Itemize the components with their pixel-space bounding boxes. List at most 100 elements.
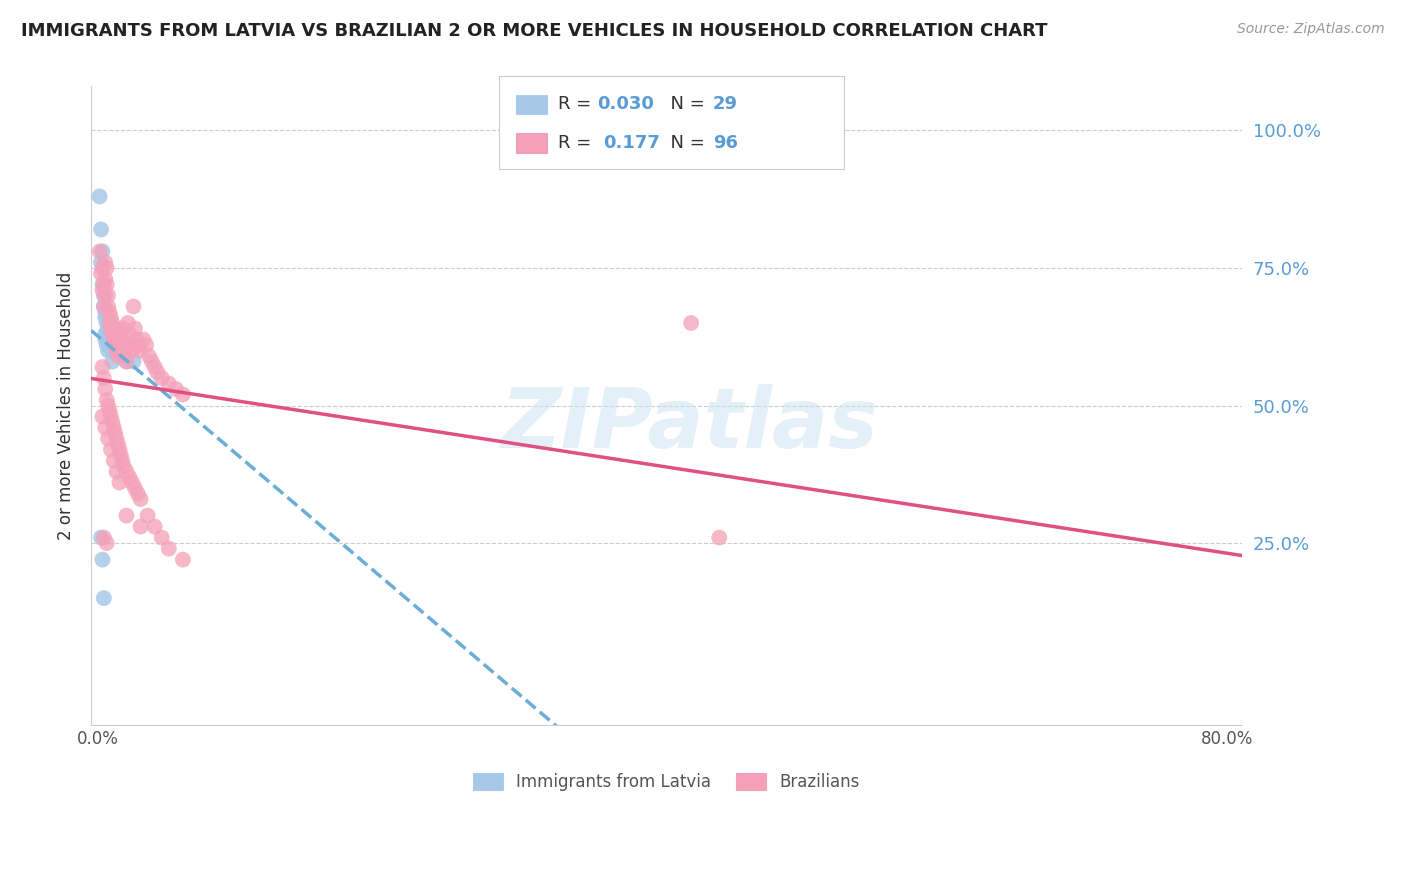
Point (127, 338, 149, 352)
Text: N =: N = (659, 95, 711, 113)
Point (112, 349, 135, 363)
Point (91, 359, 114, 374)
Point (104, 326, 127, 341)
Text: 29: 29 (713, 95, 738, 113)
Point (91, 277, 114, 292)
Point (112, 338, 135, 352)
Point (96, 392, 118, 407)
Point (118, 326, 141, 341)
Point (110, 338, 132, 352)
Point (117, 316, 139, 330)
Point (101, 343, 124, 358)
Point (91, 283, 114, 297)
Point (108, 442, 131, 457)
Point (90, 222, 112, 236)
Point (94, 333, 117, 347)
Point (107, 349, 129, 363)
Point (129, 491, 152, 506)
Point (94, 326, 117, 341)
Point (91, 409, 114, 424)
Point (97, 399, 120, 413)
Point (97, 288, 120, 302)
Point (108, 343, 131, 358)
Point (93, 300, 115, 314)
Point (103, 321, 125, 335)
Point (101, 316, 124, 330)
Point (96, 536, 118, 550)
Point (89, 244, 111, 259)
Point (94, 382, 117, 396)
Text: R =: R = (558, 95, 598, 113)
Point (97, 432, 120, 446)
Point (110, 326, 132, 341)
Point (101, 415, 124, 429)
Point (91, 244, 114, 259)
Point (120, 338, 142, 352)
Legend: Immigrants from Latvia, Brazilians: Immigrants from Latvia, Brazilians (464, 764, 869, 799)
Point (111, 321, 134, 335)
Point (105, 465, 128, 479)
Point (96, 260, 118, 275)
Point (112, 349, 135, 363)
Text: 96: 96 (713, 134, 738, 152)
Text: Source: ZipAtlas.com: Source: ZipAtlas.com (1237, 22, 1385, 37)
Point (89, 189, 111, 203)
Point (90, 267, 112, 281)
Point (94, 255, 117, 269)
Point (93, 288, 115, 302)
Point (94, 420, 117, 434)
Point (96, 326, 118, 341)
Point (105, 343, 128, 358)
Point (98, 338, 121, 352)
Point (112, 458, 135, 473)
Point (111, 453, 134, 467)
Point (709, 531, 731, 545)
Text: 0.0%: 0.0% (77, 731, 120, 748)
Text: ZIPatlas: ZIPatlas (501, 384, 879, 465)
Point (165, 382, 187, 396)
Point (172, 552, 194, 566)
Point (108, 343, 131, 358)
Point (121, 475, 143, 490)
Point (104, 425, 127, 440)
Point (115, 354, 138, 368)
Point (93, 277, 115, 292)
Point (107, 338, 129, 352)
Point (681, 316, 703, 330)
Point (103, 420, 125, 434)
Point (115, 354, 138, 368)
Point (94, 310, 117, 325)
Point (172, 387, 194, 401)
Point (96, 277, 118, 292)
Point (93, 371, 115, 385)
Point (122, 300, 145, 314)
Point (118, 470, 141, 484)
Point (110, 448, 132, 462)
Point (101, 354, 124, 368)
Point (104, 343, 127, 358)
Point (91, 260, 114, 275)
Point (143, 519, 166, 533)
Point (129, 343, 152, 358)
Point (104, 338, 127, 352)
Point (91, 552, 114, 566)
Point (107, 437, 129, 451)
Point (93, 300, 115, 314)
Point (111, 333, 134, 347)
Point (94, 272, 117, 286)
Point (97, 343, 120, 358)
Point (100, 442, 122, 457)
Point (124, 321, 146, 335)
Point (90, 531, 112, 545)
Point (157, 376, 180, 391)
Point (141, 354, 163, 368)
Point (115, 508, 138, 523)
Text: R =: R = (558, 134, 603, 152)
Text: N =: N = (659, 134, 711, 152)
Text: 0.030: 0.030 (598, 95, 654, 113)
Point (114, 343, 136, 358)
Point (98, 326, 121, 341)
Point (146, 366, 169, 380)
Point (150, 371, 173, 385)
Point (93, 531, 115, 545)
